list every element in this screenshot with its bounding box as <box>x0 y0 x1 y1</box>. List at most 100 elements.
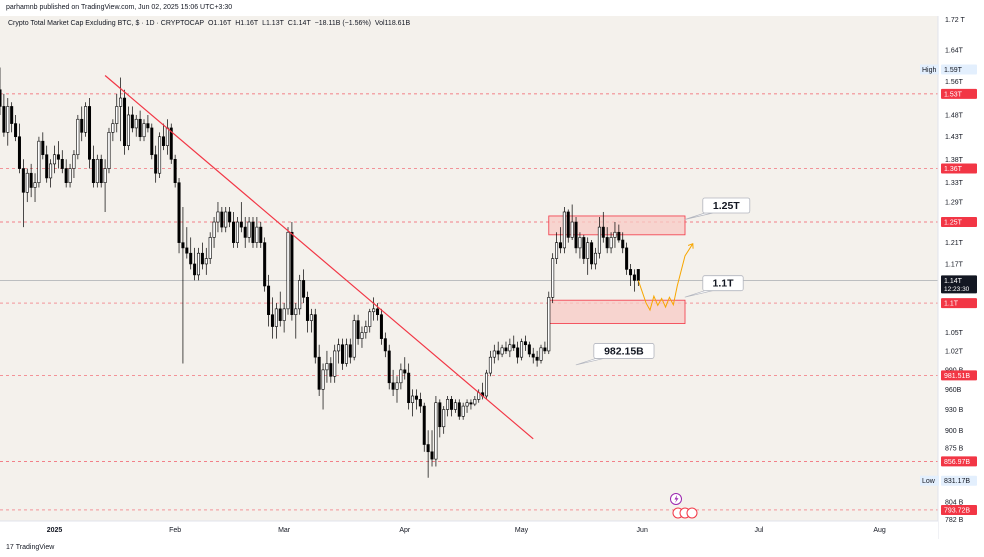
candle[interactable] <box>103 159 107 212</box>
candle[interactable] <box>562 206 566 254</box>
candle[interactable] <box>613 222 617 248</box>
candle[interactable] <box>356 314 360 345</box>
candle[interactable] <box>364 320 368 339</box>
candle[interactable] <box>465 399 469 413</box>
candle[interactable] <box>298 274 302 315</box>
price-zone[interactable] <box>548 299 686 324</box>
candle[interactable] <box>485 369 489 400</box>
candle[interactable] <box>422 402 426 452</box>
candle[interactable] <box>305 291 309 333</box>
candle[interactable] <box>185 227 189 259</box>
candle[interactable] <box>446 396 450 417</box>
candle[interactable] <box>344 338 348 367</box>
candle[interactable] <box>177 177 181 254</box>
candle[interactable] <box>333 344 337 383</box>
candle[interactable] <box>379 308 383 345</box>
candle[interactable] <box>29 163 33 198</box>
candle[interactable] <box>313 308 317 364</box>
candle[interactable] <box>247 216 251 243</box>
candle[interactable] <box>25 168 29 203</box>
candle[interactable] <box>414 389 418 410</box>
candle[interactable] <box>10 102 14 133</box>
candle[interactable] <box>492 344 496 364</box>
candle[interactable] <box>270 297 274 339</box>
candle[interactable] <box>88 98 92 169</box>
candle[interactable] <box>173 154 177 188</box>
candle[interactable] <box>368 308 372 333</box>
candle[interactable] <box>508 338 512 358</box>
candle[interactable] <box>527 341 531 358</box>
candle[interactable] <box>403 357 407 380</box>
tradingview-logo[interactable]: 17 TradingView <box>6 539 54 557</box>
candle[interactable] <box>154 145 158 183</box>
candle[interactable] <box>457 399 461 420</box>
candle[interactable] <box>449 396 453 417</box>
candle[interactable] <box>161 123 165 151</box>
candle[interactable] <box>64 159 68 188</box>
candle[interactable] <box>496 341 500 361</box>
candle[interactable] <box>267 274 271 327</box>
candle[interactable] <box>158 132 162 178</box>
callout[interactable]: 982.15B <box>575 343 655 366</box>
candle[interactable] <box>609 232 613 254</box>
candle[interactable] <box>263 237 267 292</box>
candle[interactable] <box>189 237 193 270</box>
candle[interactable] <box>442 406 446 434</box>
candle[interactable] <box>601 211 605 243</box>
candle[interactable] <box>383 332 387 358</box>
candle[interactable] <box>566 209 570 243</box>
candle[interactable] <box>72 150 76 178</box>
candle[interactable] <box>348 338 352 364</box>
candle[interactable] <box>551 253 555 304</box>
candle[interactable] <box>123 89 127 155</box>
candle[interactable] <box>134 114 138 137</box>
candle[interactable] <box>255 216 259 248</box>
candle[interactable] <box>593 247 598 270</box>
candle[interactable] <box>570 204 574 241</box>
candle[interactable] <box>625 242 629 275</box>
candle[interactable] <box>438 399 442 438</box>
candle[interactable] <box>434 396 438 467</box>
candle[interactable] <box>535 350 539 367</box>
candle[interactable] <box>91 145 95 188</box>
candle[interactable] <box>243 216 247 248</box>
candle[interactable] <box>193 247 197 281</box>
candle[interactable] <box>340 338 345 370</box>
candle[interactable] <box>473 396 477 407</box>
candle[interactable] <box>632 269 636 292</box>
candle[interactable] <box>228 206 232 228</box>
candle[interactable] <box>216 202 220 233</box>
candle[interactable] <box>126 106 130 151</box>
candle[interactable] <box>582 234 586 264</box>
candle[interactable] <box>605 227 609 254</box>
candle[interactable] <box>130 106 134 133</box>
candle[interactable] <box>488 350 492 377</box>
candle[interactable] <box>2 93 6 137</box>
candle[interactable] <box>317 344 321 397</box>
candle[interactable] <box>621 232 625 254</box>
candle[interactable] <box>411 389 415 417</box>
candle[interactable] <box>146 114 150 133</box>
candle[interactable] <box>99 154 103 188</box>
candle[interactable] <box>329 357 333 383</box>
candle[interactable] <box>196 247 201 281</box>
candle[interactable] <box>399 363 403 390</box>
candle[interactable] <box>68 163 72 188</box>
candle[interactable] <box>337 338 341 364</box>
candle[interactable] <box>629 263 633 287</box>
candle[interactable] <box>200 242 204 270</box>
candle[interactable] <box>14 114 18 142</box>
candle[interactable] <box>360 326 364 348</box>
candle[interactable] <box>45 145 49 183</box>
price-zone[interactable] <box>548 215 686 236</box>
callout[interactable]: 1.25T <box>684 197 751 220</box>
candle[interactable] <box>430 430 434 467</box>
candle[interactable] <box>558 227 562 254</box>
candle[interactable] <box>232 211 236 248</box>
candle[interactable] <box>325 350 329 383</box>
candle[interactable] <box>407 363 411 410</box>
candle[interactable] <box>500 344 504 358</box>
candle[interactable] <box>516 341 520 364</box>
candle[interactable] <box>512 335 516 351</box>
